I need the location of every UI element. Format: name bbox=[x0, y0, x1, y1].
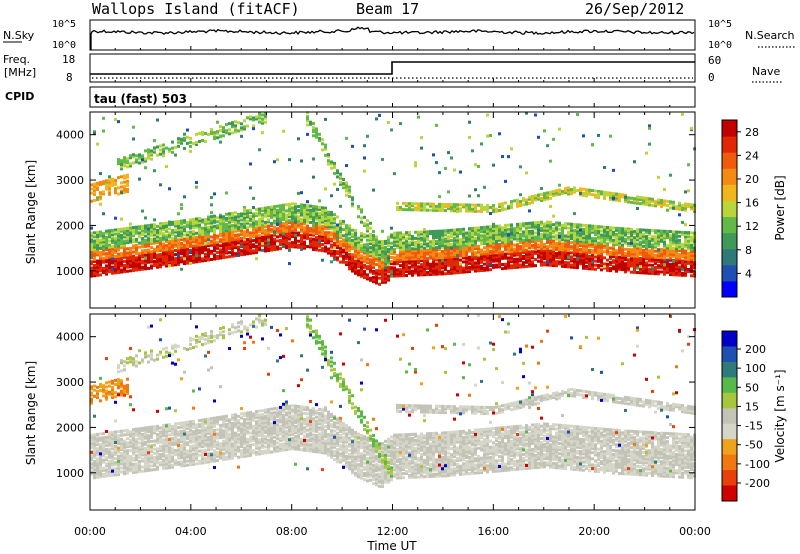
xtick-label: 16:00 bbox=[477, 525, 509, 538]
velocity-cbar-label: -15 bbox=[745, 420, 763, 433]
nave-lo-label: 0 bbox=[708, 71, 715, 84]
power-cbar-swatch bbox=[722, 152, 737, 169]
xtick-label: 00:00 bbox=[679, 525, 711, 538]
power-cbar-label: 16 bbox=[745, 197, 759, 210]
velocity-cbar-swatch bbox=[722, 439, 737, 456]
power-colorbar-frame bbox=[721, 119, 738, 298]
power-cbar-swatch bbox=[722, 120, 737, 137]
velocity-colorbar: 200 100 50 15 -15 -50 -100 -200 bbox=[722, 331, 770, 502]
velocity-cbar-swatch bbox=[722, 485, 737, 502]
ytick-label: 4000 bbox=[56, 331, 84, 344]
nsky-strip-frame bbox=[89, 19, 696, 51]
power-colorbar-label: Power [dB] bbox=[773, 175, 787, 240]
velocity-cbar-swatch bbox=[722, 377, 737, 394]
power-cbar-label: 24 bbox=[745, 149, 759, 162]
velocity-colorbar-frame bbox=[721, 330, 738, 502]
velocity-colorbar-label: Velocity [m s⁻¹] bbox=[773, 369, 787, 462]
power-cbar-label: 4 bbox=[745, 267, 752, 280]
power-cbar-label: 12 bbox=[745, 220, 759, 233]
xtick-label: 12:00 bbox=[377, 525, 409, 538]
ytick-label: 4000 bbox=[56, 129, 84, 142]
velocity-cbar-label: 100 bbox=[745, 362, 766, 375]
velocity-cbar-swatch bbox=[722, 470, 737, 487]
freq-label: Freq. bbox=[3, 53, 30, 66]
power-cbar-label: 8 bbox=[745, 244, 752, 257]
velocity-cbar-label: -50 bbox=[745, 439, 763, 452]
velocity-cbar-label: -100 bbox=[745, 458, 770, 471]
velocity-cbar-swatch bbox=[722, 392, 737, 409]
power-cbar-swatch bbox=[722, 200, 737, 218]
ytick-label: 1000 bbox=[56, 265, 84, 278]
station-title: Wallops Island (fitACF) bbox=[92, 0, 300, 18]
nave-label: Nave bbox=[752, 65, 780, 78]
power-cbar-swatch bbox=[722, 168, 737, 185]
velocity-cbar-swatch bbox=[722, 454, 737, 471]
axes-group: 1000 2000 3000 4000 1000 2000 3000 4000 00:00 04:… bbox=[56, 46, 711, 538]
velocity-cbar-label: 50 bbox=[745, 381, 759, 394]
velocity-cbar-swatch bbox=[722, 331, 737, 347]
cpid-label: CPID bbox=[5, 90, 34, 103]
power-cbar-swatch bbox=[722, 280, 737, 298]
ytick-label: 3000 bbox=[56, 376, 84, 389]
xtick-label: 08:00 bbox=[276, 525, 308, 538]
ytick-label: 1000 bbox=[56, 467, 84, 480]
velocity-cbar-swatch bbox=[722, 361, 737, 378]
nsky-trace bbox=[90, 26, 695, 50]
freq-unit-label: [MHz] bbox=[4, 66, 36, 79]
freq-trace bbox=[90, 61, 695, 75]
nsky-label: N.Sky bbox=[3, 29, 35, 42]
freq-lo-label: 8 bbox=[66, 71, 73, 84]
velocity-heatmap-cells bbox=[90, 314, 696, 488]
power-cbar-swatch bbox=[722, 136, 737, 153]
nave-hi-label: 60 bbox=[708, 54, 721, 67]
power-colorbar: 4 8 12 16 20 24 28 bbox=[722, 120, 759, 298]
xtick-label: 20:00 bbox=[578, 525, 610, 538]
power-cbar-swatch bbox=[722, 232, 737, 250]
nsearch-lo-label: 10^0 bbox=[708, 40, 732, 51]
power-cbar-swatch bbox=[722, 248, 737, 266]
power-cbar-swatch bbox=[722, 184, 737, 201]
velocity-cbar-label: -200 bbox=[745, 477, 770, 490]
cpid-value: tau (fast) 503 bbox=[94, 92, 187, 106]
power-cbar-swatch bbox=[722, 264, 737, 282]
xaxis-label: Time UT bbox=[366, 539, 417, 553]
power-cbar-swatch bbox=[722, 216, 737, 234]
nsearch-label: N.Search bbox=[745, 29, 795, 42]
power-heatmap-cells bbox=[90, 111, 696, 286]
velocity-cbar-swatch bbox=[722, 346, 737, 363]
velocity-ylabel: Slant Range [km] bbox=[24, 361, 38, 465]
nsky-hi-label: 10^5 bbox=[52, 19, 76, 30]
nsearch-hi-label: 10^5 bbox=[708, 19, 732, 30]
nsky-lo-label: 10^0 bbox=[52, 40, 76, 51]
velocity-cbar-swatch bbox=[722, 423, 737, 440]
xtick-label: 00:00 bbox=[74, 525, 106, 538]
velocity-cbar-swatch bbox=[722, 408, 737, 425]
freq-hi-label: 18 bbox=[62, 53, 75, 66]
velocity-cbar-label: 200 bbox=[745, 343, 766, 356]
velocity-cbar-label: 15 bbox=[745, 400, 759, 413]
beam-title: Beam 17 bbox=[356, 0, 419, 18]
xtick-label: 04:00 bbox=[175, 525, 207, 538]
power-ylabel: Slant Range [km] bbox=[24, 160, 38, 264]
ytick-label: 2000 bbox=[56, 219, 84, 232]
ytick-label: 3000 bbox=[56, 174, 84, 187]
power-cbar-label: 28 bbox=[745, 126, 759, 139]
date-title: 26/Sep/2012 bbox=[585, 0, 684, 18]
ytick-label: 2000 bbox=[56, 421, 84, 434]
power-cbar-label: 20 bbox=[745, 173, 759, 186]
